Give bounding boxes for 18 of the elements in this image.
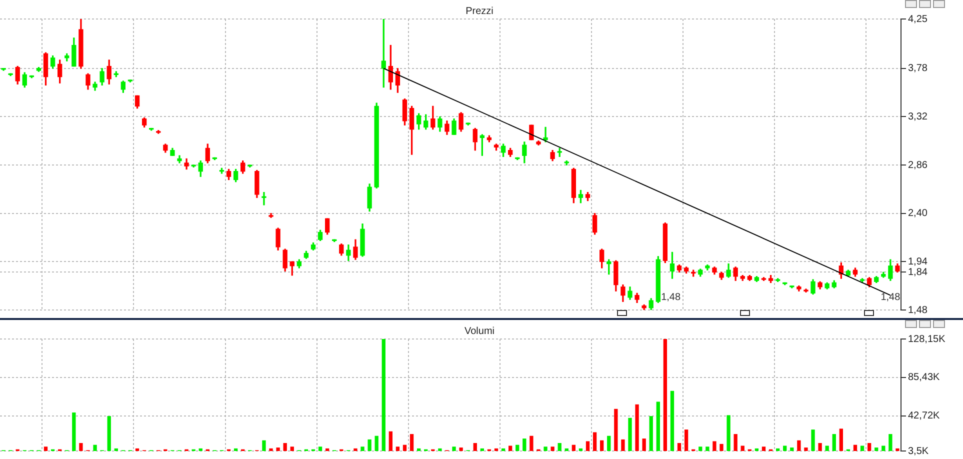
y-tick-label: 3,5K (908, 446, 929, 457)
candlestick (177, 155, 182, 164)
y-tick-label: 42,72K (908, 410, 940, 422)
y-tick-label: 3,32 (908, 111, 928, 122)
y-tick-label: 2,86 (908, 160, 928, 171)
y-tick-label: 1,48 (908, 304, 928, 316)
chart-title: Volumi (464, 326, 495, 337)
y-tick-label: 128,15K (908, 334, 946, 345)
y-tick-label: 85,43K (908, 372, 940, 384)
annotation: 1,48 (880, 292, 901, 303)
y-tick-label: 1,84 (908, 266, 928, 278)
y-tick-label: 4,25 (908, 14, 928, 25)
candlestick (262, 192, 266, 206)
chart-title: Prezzi (466, 6, 494, 17)
y-tick-label: 3,78 (908, 63, 928, 74)
y-tick-label: 2,40 (908, 208, 928, 220)
annotation: 1,48 (661, 292, 681, 303)
y-tick-label: 1,94 (908, 256, 928, 268)
